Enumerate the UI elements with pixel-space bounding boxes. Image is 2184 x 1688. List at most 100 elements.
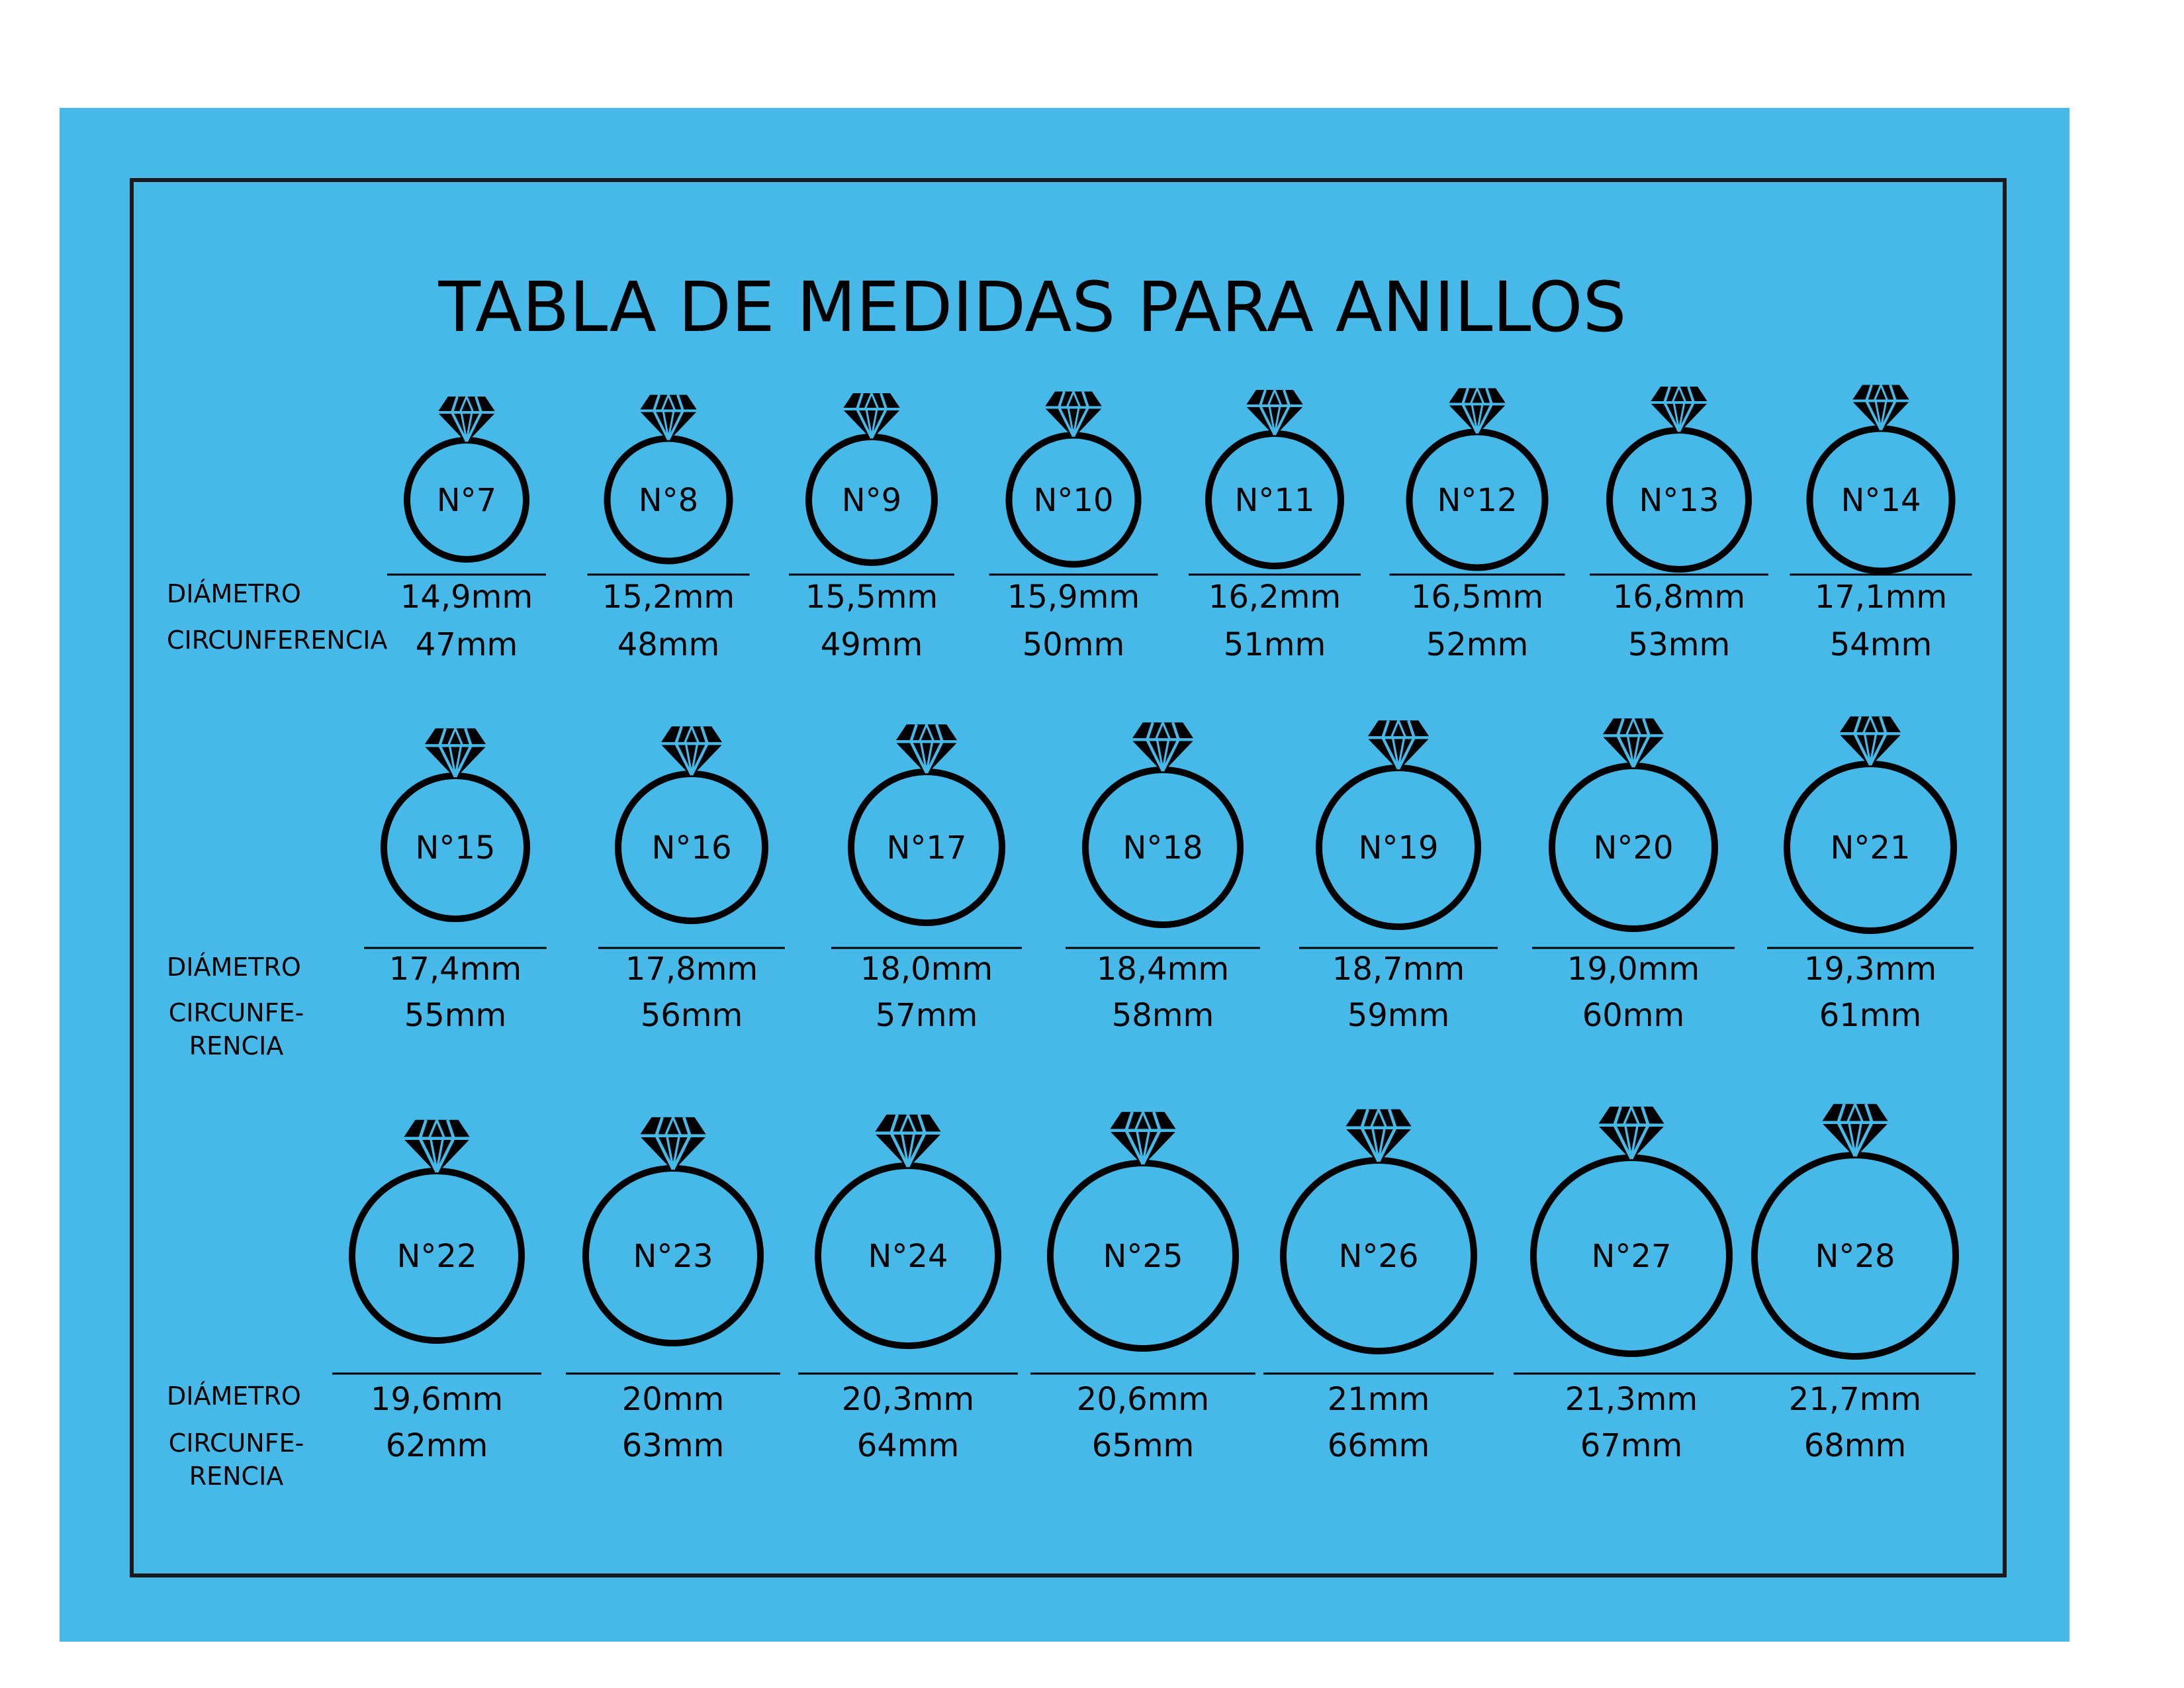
- ring-size-label: N°14: [1841, 482, 1921, 519]
- circumference-value: 47mm: [416, 626, 518, 663]
- diameter-value: 18,7mm: [1332, 951, 1465, 988]
- ring-size-item: N°24 20,3mm 64mm: [798, 1115, 1018, 1464]
- circumference-value: 51mm: [1224, 626, 1326, 663]
- ring-size-label: N°16: [652, 829, 732, 867]
- circumference-value: 55mm: [404, 997, 507, 1034]
- ring-size-item: N°18 18,4mm 58mm: [1066, 722, 1260, 1034]
- circumference-value: 54mm: [1830, 626, 1933, 663]
- ring-size-item: N°11 16,2mm 51mm: [1189, 389, 1361, 663]
- diameter-value: 20,3mm: [842, 1381, 974, 1418]
- ring-size-item: N°10 15,9mm 50mm: [989, 390, 1158, 663]
- diameter-value: 17,8mm: [625, 951, 758, 988]
- ring-size-label: N°10: [1034, 482, 1114, 519]
- diameter-value: 21,3mm: [1565, 1381, 1698, 1418]
- ring-size-label: N°15: [416, 829, 496, 867]
- ring-size-label: N°7: [437, 482, 496, 519]
- ring-size-label: N°22: [397, 1238, 477, 1275]
- circumference-value: 57mm: [876, 997, 978, 1034]
- ring-size-item: N°19 18,7mm 59mm: [1299, 720, 1498, 1034]
- diameter-value: 17,1mm: [1815, 579, 1947, 616]
- circumference-label: CIRCUNFE-: [169, 998, 304, 1027]
- circumference-value: 66mm: [1328, 1427, 1430, 1464]
- diameter-value: 19,6mm: [371, 1381, 503, 1418]
- diameter-value: 21,7mm: [1789, 1381, 1921, 1418]
- ring-size-item: N°7 14,9mm 47mm: [387, 395, 546, 663]
- circumference-value: 59mm: [1347, 997, 1450, 1034]
- ring-size-label: N°17: [887, 829, 967, 867]
- diameter-value: 16,8mm: [1613, 579, 1745, 616]
- ring-row: DIÁMETROCIRCUNFE-RENCIAN°2219,6mm62mmN°2…: [167, 1104, 1976, 1491]
- ring-size-item: N°27 21,3mm 67mm: [1514, 1107, 1749, 1464]
- diameter-value: 17,4mm: [389, 951, 522, 988]
- circumference-value: 49mm: [821, 626, 923, 663]
- circumference-value: 60mm: [1582, 997, 1685, 1034]
- circumference-value: 61mm: [1819, 997, 1922, 1034]
- diameter-value: 15,5mm: [805, 579, 938, 616]
- circumference-value: 62mm: [386, 1427, 488, 1464]
- ring-size-item: N°14 17,1mm 54mm: [1790, 383, 1972, 663]
- circumference-value: 50mm: [1023, 626, 1125, 663]
- diameter-value: 18,4mm: [1097, 951, 1229, 988]
- ring-size-item: N°21 19,3mm 61mm: [1767, 716, 1974, 1034]
- circumference-label: CIRCUNFERENCIA: [167, 626, 387, 655]
- circumference-label: RENCIA: [189, 1031, 284, 1060]
- circumference-value: 52mm: [1426, 626, 1529, 663]
- diameter-value: 19,3mm: [1804, 951, 1936, 988]
- ring-size-item: N°26 21mm 66mm: [1263, 1109, 1494, 1464]
- ring-size-item: N°15 17,4mm 55mm: [364, 728, 547, 1034]
- circumference-label: RENCIA: [189, 1462, 284, 1491]
- ring-size-label: N°11: [1235, 482, 1315, 519]
- ring-size-label: N°28: [1815, 1238, 1895, 1275]
- diameter-value: 16,2mm: [1208, 579, 1341, 616]
- ring-size-item: N°13 16,8mm 53mm: [1590, 385, 1768, 663]
- circumference-value: 64mm: [857, 1427, 960, 1464]
- ring-size-label: N°20: [1594, 829, 1674, 867]
- circumference-value: 56mm: [641, 997, 743, 1034]
- diameter-value: 21mm: [1328, 1381, 1430, 1418]
- ring-size-label: N°13: [1639, 482, 1719, 519]
- inner-frame: [130, 178, 2007, 1577]
- diameter-value: 14,9mm: [400, 579, 533, 616]
- diameter-value: 18,0mm: [860, 951, 993, 988]
- diameter-value: 15,9mm: [1007, 579, 1140, 616]
- ring-size-label: N°12: [1437, 482, 1518, 519]
- circumference-label: CIRCUNFE-: [169, 1429, 304, 1458]
- ring-size-item: N°16 17,8mm 56mm: [598, 726, 785, 1034]
- ring-size-item: N°23 20mm 63mm: [566, 1117, 780, 1464]
- ring-size-label: N°23: [633, 1238, 713, 1275]
- diameter-value: 16,5mm: [1411, 579, 1543, 616]
- ring-size-item: N°9 15,5mm 49mm: [789, 392, 954, 663]
- ring-row: DIÁMETRO CIRCUNFERENCIA N°7 14,9mm 47mm N°8 15…: [167, 383, 1972, 663]
- ring-row: DIÁMETROCIRCUNFE-RENCIAN°1517,4mm55mmN°1…: [167, 716, 1974, 1060]
- diameter-value: 19,0mm: [1567, 951, 1700, 988]
- ring-size-item: N°17 18,0mm 57mm: [831, 724, 1022, 1034]
- ring-rows: DIÁMETRO CIRCUNFERENCIA N°7 14,9mm 47mm N°8 15…: [167, 383, 1976, 1491]
- blue-panel: [60, 108, 2070, 1642]
- circumference-value: 53mm: [1628, 626, 1731, 663]
- diameter-value: 20mm: [622, 1381, 725, 1418]
- page-title: TABLA DE MEDIDAS PARA ANILLOS: [437, 267, 1626, 348]
- ring-size-item: N°25 20,6mm 65mm: [1030, 1112, 1255, 1464]
- diameter-label: DIÁMETRO: [167, 953, 301, 982]
- ring-size-label: N°26: [1339, 1238, 1419, 1275]
- ring-size-item: N°22 19,6mm 62mm: [332, 1120, 541, 1464]
- ring-size-label: N°24: [868, 1238, 948, 1275]
- circumference-value: 58mm: [1112, 997, 1214, 1034]
- ring-size-label: N°27: [1592, 1238, 1672, 1275]
- ring-size-label: N°19: [1359, 829, 1439, 867]
- ring-size-label: N°25: [1103, 1238, 1183, 1275]
- circumference-value: 68mm: [1804, 1427, 1907, 1464]
- circumference-value: 67mm: [1580, 1427, 1683, 1464]
- diameter-label: DIÁMETRO: [167, 579, 301, 608]
- diameter-value: 15,2mm: [602, 579, 735, 616]
- ring-size-label: N°18: [1123, 829, 1203, 867]
- diameter-value: 20,6mm: [1077, 1381, 1209, 1418]
- circumference-value: 65mm: [1092, 1427, 1195, 1464]
- ring-size-item: N°28 21,7mm 68mm: [1735, 1104, 1976, 1464]
- circumference-value: 63mm: [622, 1427, 725, 1464]
- ring-size-label: N°8: [639, 482, 698, 519]
- diameter-label: DIÁMETRO: [167, 1382, 301, 1411]
- circumference-value: 48mm: [617, 626, 720, 663]
- ring-size-label: N°9: [842, 482, 901, 519]
